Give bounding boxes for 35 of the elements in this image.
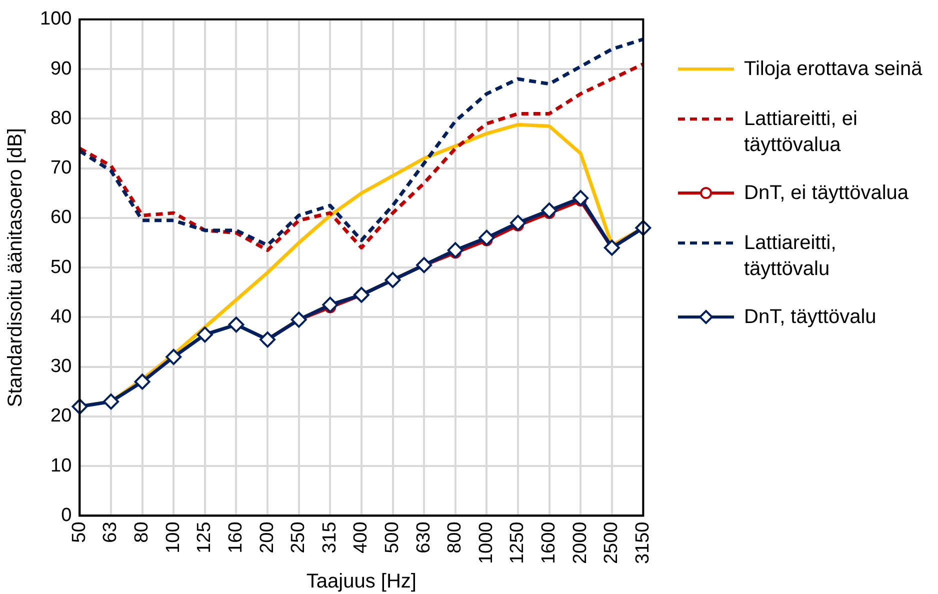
x-tick-label: 63 (100, 522, 122, 543)
legend-label: Tiloja erottava seinä (744, 57, 924, 82)
y-tick-label: 80 (50, 108, 72, 129)
x-tick-label: 1600 (538, 522, 560, 564)
y-tick-label: 20 (50, 406, 72, 427)
x-tick-label: 500 (382, 522, 403, 554)
x-axis-title: Taajuus [Hz] (306, 570, 416, 593)
x-tick-label: 800 (444, 522, 466, 554)
x-tick-label: 125 (194, 522, 216, 554)
x-tick-label: 400 (350, 522, 372, 554)
x-tick-label: 3150 (632, 522, 654, 564)
legend-label: Lattiareitti, ei täyttövalua (744, 107, 858, 158)
y-axis-title: Standardisoitu äänitasoero [dB] (4, 128, 27, 408)
x-tick-label: 1000 (476, 522, 497, 564)
y-tick-label: 10 (50, 455, 72, 476)
x-tick-label: 1250 (507, 522, 528, 564)
y-tick-label: 90 (50, 58, 72, 80)
x-tick-label: 80 (132, 522, 153, 543)
x-tick-label: 250 (288, 522, 310, 554)
y-tick-label: 60 (50, 207, 72, 228)
legend-label: DnT, ei täyttövalua (744, 181, 910, 206)
y-tick-label: 100 (40, 8, 72, 30)
x-tick-label: 315 (319, 522, 340, 554)
y-tick-label: 30 (50, 356, 72, 378)
y-tick-label: 50 (50, 256, 72, 278)
legend-label: Lattiareitti, täyttövalu (744, 231, 838, 282)
legend-label: DnT, täyttövalu (744, 305, 878, 330)
x-tick-label: 100 (162, 522, 184, 554)
x-tick-label: 160 (225, 522, 246, 554)
x-tick-label: 2500 (601, 522, 622, 564)
y-tick-label: 70 (50, 158, 72, 179)
x-tick-label: 200 (256, 522, 278, 554)
x-tick-label: 630 (413, 522, 434, 554)
x-tick-label: 2000 (570, 522, 591, 564)
y-tick-label: 40 (50, 306, 72, 328)
